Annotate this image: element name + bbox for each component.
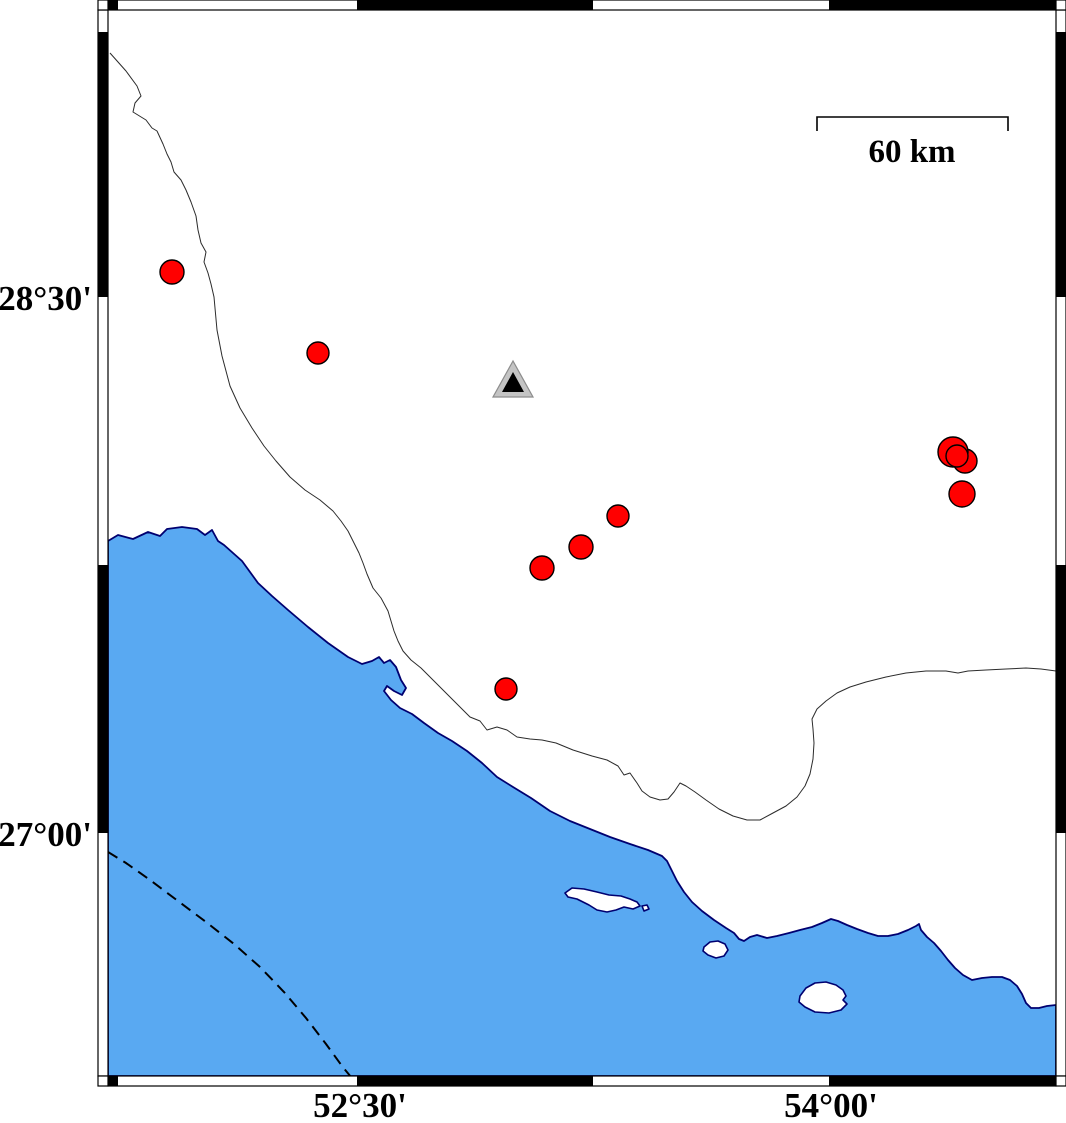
scale-bar [816,116,1009,131]
frame-black-segment [357,0,593,10]
epicenter-marker [945,444,969,468]
frame-black-segment [98,32,108,297]
generated-map-layers [97,0,1066,1087]
sea-polygon [108,526,1056,1076]
inland-border-line [109,52,1056,821]
frame-black-segment [829,0,1056,10]
island [702,940,729,959]
maritime-boundary-dashed-line [108,851,352,1076]
epicenter-marker [494,677,518,701]
epicenter-marker [306,341,330,365]
geo-layer [108,52,1056,1076]
epicenter-marker [529,555,555,581]
latitude-label-lower: 27°00' [0,815,92,854]
epicenter-marker [159,259,185,285]
frame-corner [1055,0,1066,11]
frame-black-segment [829,1076,1056,1086]
station-triangle-core [502,372,524,392]
epicenter-marker [606,504,630,528]
frame-black-segment [98,565,108,833]
frame-black-segment [1056,32,1066,297]
longitude-label-right: 54°00' [784,1086,878,1123]
epicenter-marker [948,480,976,508]
latitude-label-upper: 28°30' [0,279,92,318]
scale-bar-label: 60 km [868,134,955,170]
axis-labels: 28°30' 27°00' 52°30' 54°00' 60 km [0,134,956,1123]
frame-black-segment [108,1076,118,1086]
island [564,887,641,913]
longitude-label-left: 52°30' [313,1086,407,1123]
island [641,904,650,912]
frame-black-segment [357,1076,593,1086]
epicenter-marker [568,534,594,560]
island [798,981,848,1014]
frame-corner [97,0,109,11]
frame-black-segment [108,0,118,10]
frame-corner [1055,1075,1066,1087]
frame-black-segment [1056,565,1066,833]
frame-corner [97,1075,109,1087]
